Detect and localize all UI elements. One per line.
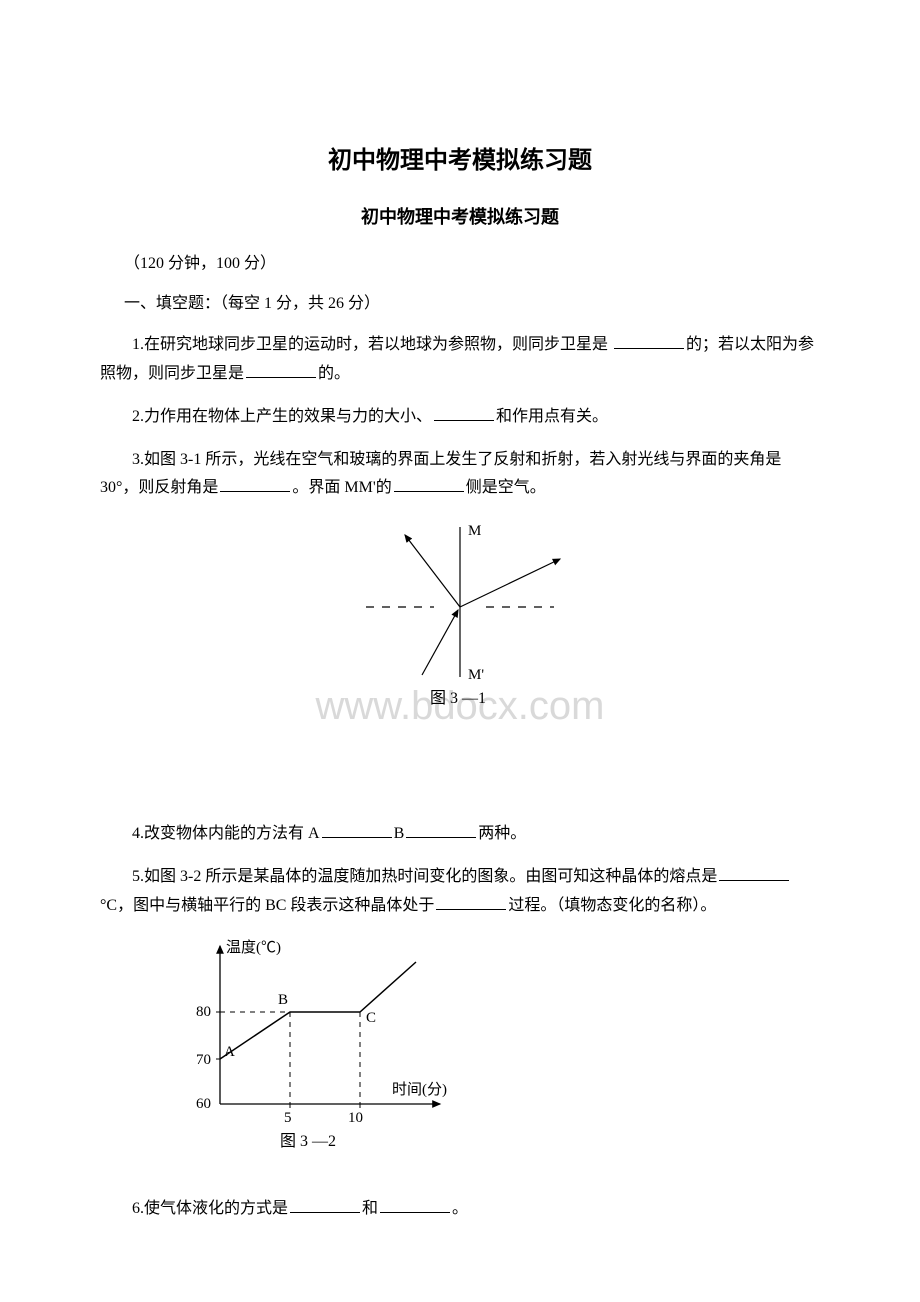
q2-text-1: 2.力作用在物体上产生的效果与力的大小、	[132, 408, 432, 425]
q4-text-3: 两种。	[478, 825, 526, 842]
exam-meta: （120 分钟，100 分）	[100, 250, 820, 279]
question-6: 6.使气体液化的方式是 和 。	[100, 1195, 820, 1224]
q1-text-1: 1.在研究地球同步卫星的运动时，若以地球为参照物，则同步卫星是	[100, 336, 608, 353]
q3-text-2: 。界面 MM'的	[292, 479, 391, 496]
q2-blank-1	[434, 405, 494, 421]
q6-blank-1	[290, 1197, 360, 1213]
ytick-70: 70	[196, 1052, 211, 1068]
figure-1-caption: 图 3 —1	[430, 690, 486, 707]
q4-text-1: 4.改变物体内能的方法有 A	[132, 825, 320, 842]
q5-blank-1	[719, 865, 789, 881]
question-3: 3.如图 3-1 所示，光线在空气和玻璃的界面上发生了反射和折射，若入射光线与界…	[100, 446, 820, 504]
figure-2-svg: 温度(℃) 时间(分) 60 70 80 5 10 A B C 图 3 —2	[160, 934, 480, 1154]
q1-text-3: 的。	[318, 365, 350, 382]
question-1: 1.在研究地球同步卫星的运动时，若以地球为参照物，则同步卫星是 的；若以太阳为参…	[100, 331, 820, 389]
q6-blank-2	[380, 1197, 450, 1213]
q1-blank-1	[614, 333, 684, 349]
x-axis-label: 时间(分)	[392, 1081, 447, 1098]
page-title: 初中物理中考模拟练习题	[100, 140, 820, 183]
label-M: M	[468, 523, 481, 539]
section-header: 一、填空题：（每空 1 分，共 26 分）	[100, 290, 820, 319]
q3-blank-1	[220, 476, 290, 492]
q4-blank-2	[406, 822, 476, 838]
incident-ray	[422, 610, 458, 675]
q4-text-2: B	[394, 825, 405, 842]
figure-1: M M' 图 3 —1 www.bdocx.com	[100, 517, 820, 790]
point-B: B	[278, 992, 288, 1008]
figure-1-svg: M M' 图 3 —1	[330, 517, 590, 707]
xtick-5: 5	[284, 1110, 292, 1126]
q3-blank-2	[394, 476, 464, 492]
q5-text-3: 过程。（填物态变化的名称）。	[508, 897, 716, 914]
question-2: 2.力作用在物体上产生的效果与力的大小、 和作用点有关。	[100, 403, 820, 432]
point-C: C	[366, 1010, 376, 1026]
q1-blank-2	[246, 362, 316, 378]
data-line	[220, 962, 416, 1059]
q5-blank-2	[436, 894, 506, 910]
ytick-80: 80	[196, 1004, 211, 1020]
q4-blank-1	[322, 822, 392, 838]
q6-text-3: 。	[452, 1200, 468, 1217]
xtick-10: 10	[348, 1110, 363, 1126]
figure-2: 温度(℃) 时间(分) 60 70 80 5 10 A B C 图 3 —2	[160, 934, 820, 1165]
q2-text-2: 和作用点有关。	[496, 408, 608, 425]
figure-2-caption: 图 3 —2	[280, 1133, 336, 1150]
y-axis-label: 温度(℃)	[226, 939, 281, 956]
q5-text-1: 5.如图 3-2 所示是某晶体的温度随加热时间变化的图象。由图可知这种晶体的熔点…	[100, 868, 717, 885]
page-subtitle: 初中物理中考模拟练习题	[100, 201, 820, 233]
point-A: A	[224, 1044, 235, 1060]
ytick-60: 60	[196, 1096, 211, 1112]
q6-text-2: 和	[362, 1200, 378, 1217]
refracted-ray	[460, 559, 560, 607]
reflected-ray	[405, 535, 460, 607]
q5-text-2: °C，图中与横轴平行的 BC 段表示这种晶体处于	[100, 897, 434, 914]
label-Mprime: M'	[468, 667, 484, 683]
question-4: 4.改变物体内能的方法有 A B 两种。	[100, 820, 820, 849]
question-5: 5.如图 3-2 所示是某晶体的温度随加热时间变化的图象。由图可知这种晶体的熔点…	[100, 863, 820, 921]
q6-text-1: 6.使气体液化的方式是	[132, 1200, 288, 1217]
q3-text-3: 侧是空气。	[466, 479, 546, 496]
